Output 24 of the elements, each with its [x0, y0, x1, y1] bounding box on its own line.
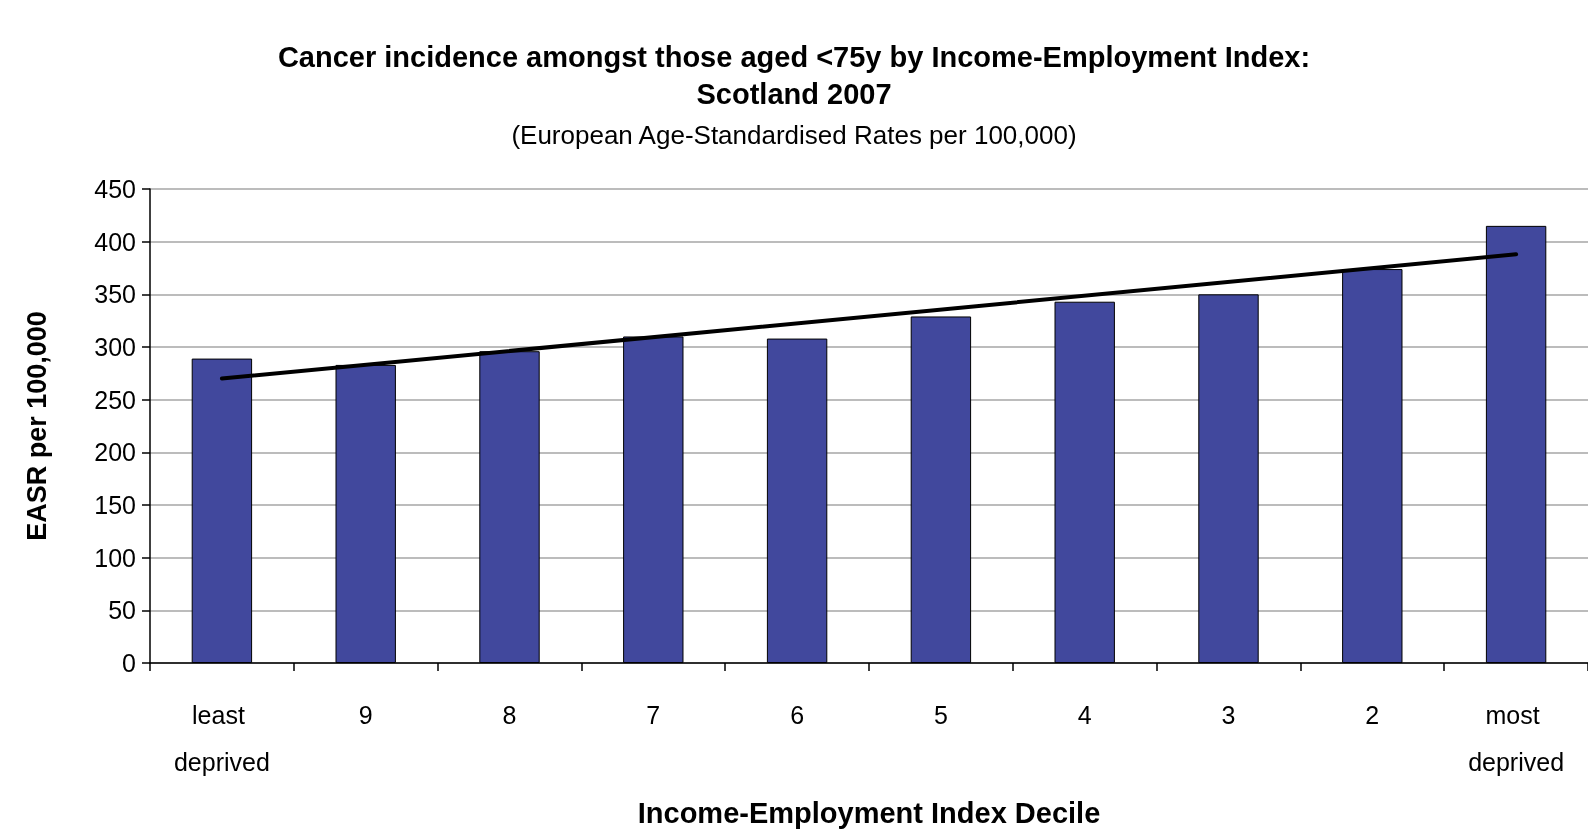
y-tick-label: 300 [94, 333, 136, 361]
y-tick-label: 200 [94, 438, 136, 467]
x-tick-label: 7 [646, 700, 661, 729]
y-tick-label: 0 [122, 649, 136, 677]
y-tick-label: 150 [94, 491, 136, 519]
y-tick-label: 350 [94, 280, 136, 309]
chart-title: Cancer incidence amongst those aged <75y by Income-Employment Index: Scotland 2007 [276, 40, 1312, 112]
y-tick-label: 450 [94, 175, 136, 203]
y-tick-label: 250 [94, 385, 136, 414]
y-tick-label: 100 [94, 543, 136, 572]
y-axis-title: EASR per 100,000 [21, 311, 52, 541]
x-tick-label: 9 [358, 700, 373, 729]
x-tick-label: 5 [933, 700, 948, 729]
y-tick-label: 400 [94, 227, 136, 256]
y-tick-label: 50 [108, 596, 136, 625]
x-tick-label: 2 [1365, 700, 1380, 729]
x-tick-label: 3 [1221, 700, 1236, 729]
x-axis-title: Income-Employment Index Decile [637, 796, 1101, 829]
chart-subtitle: (European Age-Standardised Rates per 100,000) [510, 119, 1078, 152]
x-tick-label: 4 [1077, 700, 1092, 729]
x-tick-label: least deprived [173, 700, 270, 776]
x-tick-label: 8 [502, 700, 517, 729]
x-tick-label: 6 [790, 700, 805, 729]
x-tick-label: most deprived [1468, 700, 1565, 776]
